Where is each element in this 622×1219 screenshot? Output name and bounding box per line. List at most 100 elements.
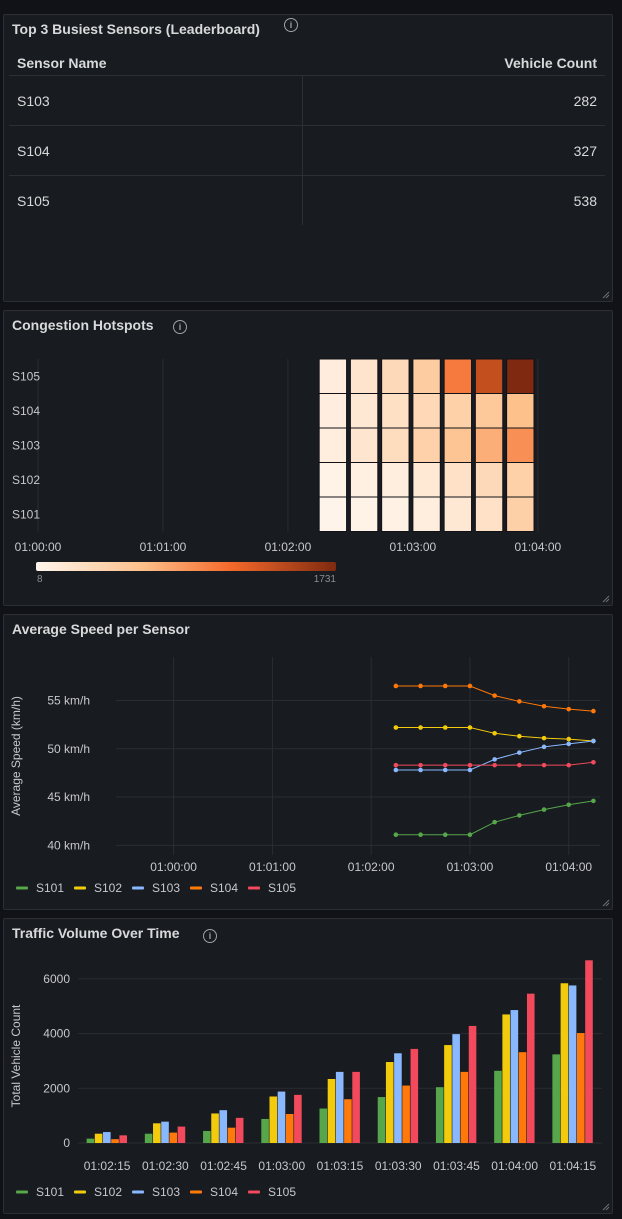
bar-s102 xyxy=(444,1045,452,1143)
bar-s102 xyxy=(385,1062,394,1143)
bar-s101 xyxy=(494,1070,502,1143)
speed-panel: Average Speed per Sensor 01:00:00 01:01:0… xyxy=(3,614,613,910)
x-tick-label: 01:04:00 xyxy=(545,860,592,874)
y-tick-label: 45 km/h xyxy=(47,790,90,804)
legend-item-s101[interactable]: S101 xyxy=(16,881,64,895)
column-header-count[interactable]: Vehicle Count xyxy=(302,51,605,76)
data-point xyxy=(467,725,473,730)
data-point xyxy=(517,750,522,755)
bar-s103 xyxy=(219,1110,228,1143)
x-tick-label: 01:03:00 xyxy=(390,540,437,554)
color-scale-bar xyxy=(36,562,336,571)
resize-handle-icon[interactable] xyxy=(600,289,610,299)
x-tick-label: 01:04:00 xyxy=(491,1159,538,1173)
y-tick-label: 0 xyxy=(63,1136,70,1150)
legend-swatch xyxy=(74,886,86,890)
data-point xyxy=(566,762,572,768)
legend-item-s104[interactable]: S104 xyxy=(190,1185,238,1199)
heatmap-cell xyxy=(349,393,379,429)
info-icon[interactable]: i xyxy=(203,929,217,943)
panel-title: Congestion Hotspots xyxy=(12,317,154,333)
bar-s102 xyxy=(327,1078,336,1143)
legend-item-s102[interactable]: S102 xyxy=(74,881,122,895)
heatmap-cell xyxy=(349,462,379,498)
data-point xyxy=(418,762,423,768)
count-cell: 538 xyxy=(573,192,597,209)
bar-s105 xyxy=(119,1135,128,1143)
legend-item-s103[interactable]: S103 xyxy=(132,881,180,895)
bar-s101 xyxy=(377,1097,386,1143)
heatmap-cell xyxy=(381,496,410,532)
bar-s103 xyxy=(568,985,577,1143)
panel-title: Top 3 Busiest Sensors (Leaderboard) xyxy=(12,21,260,37)
y-tick-label: 6000 xyxy=(43,972,70,986)
data-point xyxy=(517,699,522,704)
heatmap-cell xyxy=(474,496,504,532)
sensor-cell: S105 xyxy=(9,175,304,225)
y-tick-label: S102 xyxy=(12,473,40,487)
x-tick-label: 01:03:30 xyxy=(375,1159,422,1173)
data-point xyxy=(418,832,423,838)
heatmap-cell xyxy=(474,462,504,498)
heatmap-cell xyxy=(381,462,410,498)
data-point xyxy=(393,725,399,730)
legend-swatch xyxy=(16,886,28,890)
resize-handle-icon[interactable] xyxy=(600,1201,610,1211)
bar-s104 xyxy=(460,1071,469,1143)
info-icon[interactable]: i xyxy=(173,320,187,334)
data-point xyxy=(442,725,448,730)
speed-line-chart: 01:00:00 01:01:00 01:02:00 01:03:00 01:04:00… xyxy=(9,657,600,895)
legend-item-s104[interactable]: S104 xyxy=(190,881,238,895)
legend-item-s102[interactable]: S102 xyxy=(74,1185,122,1199)
count-cell: 327 xyxy=(302,125,605,176)
x-tick-label: 01:04:15 xyxy=(550,1159,597,1173)
x-tick-label: 01:00:00 xyxy=(15,540,62,554)
bar-s105 xyxy=(526,993,535,1143)
bar-s105 xyxy=(352,1071,360,1143)
y-axis-label: Total Vehicle Count xyxy=(9,1004,23,1107)
y-tick-label: 50 km/h xyxy=(47,742,90,756)
bar-s103 xyxy=(277,1091,286,1143)
legend-swatch xyxy=(74,1190,86,1194)
legend-item-s103[interactable]: S103 xyxy=(132,1185,180,1199)
legend-item-s105[interactable]: S105 xyxy=(248,1185,296,1199)
resize-handle-icon[interactable] xyxy=(600,593,610,603)
bar-s105 xyxy=(585,960,593,1143)
legend-item-s101[interactable]: S101 xyxy=(16,1185,64,1199)
data-point xyxy=(591,759,596,765)
scale-min-label: 8 xyxy=(37,574,43,585)
data-point xyxy=(541,703,547,709)
sensor-cell: S103 xyxy=(9,75,304,126)
data-point xyxy=(492,693,497,698)
heatmap-cell xyxy=(443,427,473,463)
x-tick-label: 01:04:00 xyxy=(514,540,561,554)
data-point xyxy=(566,802,572,808)
data-point xyxy=(442,832,448,838)
legend-swatch xyxy=(190,886,202,890)
bar-s103 xyxy=(394,1053,402,1143)
data-point xyxy=(442,683,448,689)
column-header-sensor[interactable]: Sensor Name xyxy=(9,51,303,76)
data-point xyxy=(418,725,423,730)
panel-title: Traffic Volume Over Time xyxy=(12,925,180,941)
info-icon[interactable]: i xyxy=(284,18,298,32)
x-tick-label: 01:02:00 xyxy=(348,860,395,874)
legend-label: S103 xyxy=(152,1185,180,1199)
heatmap-cell xyxy=(318,427,348,463)
x-tick-label: 01:03:15 xyxy=(317,1159,364,1173)
bar-s104 xyxy=(344,1099,352,1143)
bar-s102 xyxy=(94,1133,103,1143)
heatmap-cell xyxy=(474,393,504,429)
data-point xyxy=(467,767,473,773)
heatmap-cell xyxy=(506,358,535,394)
legend-label: S104 xyxy=(210,881,238,895)
bar-s104 xyxy=(111,1139,119,1143)
legend-swatch xyxy=(16,1190,28,1194)
bar-s104 xyxy=(227,1127,236,1143)
data-point xyxy=(393,683,399,689)
data-point xyxy=(541,807,547,812)
y-tick-label: 40 km/h xyxy=(47,838,90,852)
data-point xyxy=(393,762,399,768)
resize-handle-icon[interactable] xyxy=(600,897,610,907)
legend-item-s105[interactable]: S105 xyxy=(248,881,296,895)
